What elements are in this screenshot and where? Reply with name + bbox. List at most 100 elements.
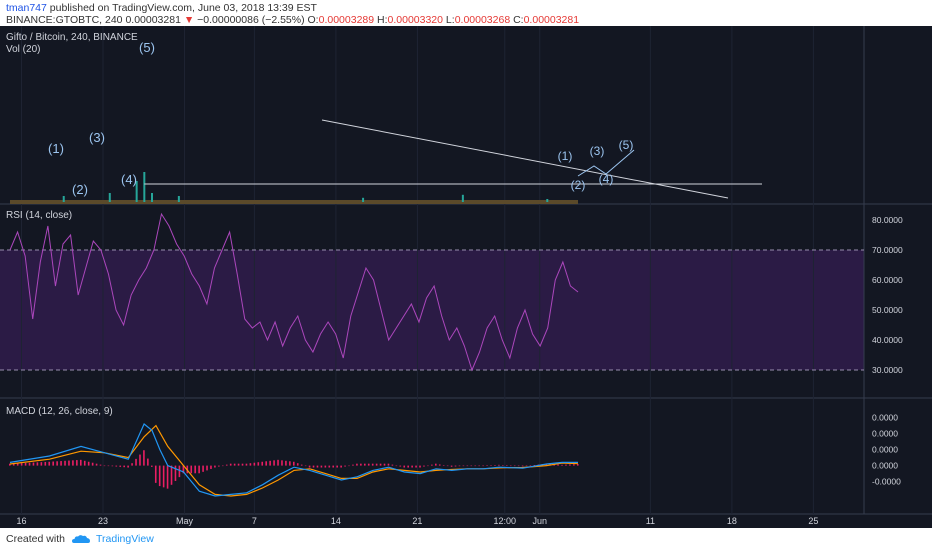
volume-bar	[362, 197, 365, 202]
macd-hist-bar	[210, 465, 212, 469]
volume-bar	[108, 193, 111, 202]
chart-canvas[interactable]: (1) (2) (3) (4) (5) (1) (2) (3) (4) (5) 16 23 May 7 1…	[0, 26, 932, 528]
wave-label-right: (4)	[599, 172, 614, 186]
macd-hist-bar	[190, 465, 193, 474]
wave-label-right: (1)	[558, 149, 573, 163]
grid	[0, 26, 932, 515]
macd-hist-bar	[529, 465, 532, 466]
macd-lines	[9, 423, 579, 497]
macd-hist-bar	[498, 464, 500, 466]
x-tick-label: 11	[646, 516, 655, 526]
macd-hist-bar	[44, 461, 47, 466]
macd-hist-bar	[474, 465, 477, 467]
volume-bar	[177, 196, 180, 202]
macd-hist-bar	[403, 465, 406, 468]
low-value: 0.00003268	[454, 14, 511, 26]
macd-hist-bar	[308, 465, 311, 468]
macd-hist-bar	[364, 463, 366, 466]
macd-hist-bar	[162, 465, 165, 488]
rsi-band-fill	[0, 250, 864, 370]
macd-hist-bar	[371, 463, 374, 466]
macd-hist-bar	[387, 463, 390, 466]
macd-hist-bar	[277, 459, 279, 466]
macd-hist-bar	[304, 465, 307, 467]
macd-hist-bar	[427, 465, 429, 467]
macd-hist-bar	[375, 463, 378, 466]
wave-label-left: (2)	[72, 182, 88, 197]
macd-hist-bar	[352, 464, 354, 466]
created-with-text: Created with	[6, 533, 65, 545]
symbol-label: BINANCE:GTOBTC, 240	[6, 14, 123, 26]
rsi-tick-label: 30.0000	[872, 365, 903, 375]
macd-hist-bar	[565, 464, 567, 466]
macd-hist-bar	[517, 465, 520, 467]
volume-bars	[10, 172, 578, 204]
macd-hist-bar	[557, 464, 559, 466]
macd-hist-bar	[442, 465, 445, 466]
high-value: 0.00003320	[387, 14, 443, 26]
macd-hist-bar	[285, 460, 287, 466]
macd-hist-bar	[139, 454, 141, 466]
macd-hist-bar	[206, 465, 208, 471]
macd-hist-bar	[506, 465, 508, 466]
macd-hist-bar	[470, 465, 473, 467]
change-arrow-icon: ▼	[183, 14, 195, 26]
macd-hist-bar	[32, 462, 35, 466]
macd-hist-bar	[91, 462, 94, 466]
macd-hist-bar	[68, 460, 70, 466]
macd-hist-bar	[72, 460, 74, 466]
macd-hist-bar	[127, 465, 129, 468]
macd-hist-bar	[135, 458, 137, 466]
macd-hist-bar	[446, 465, 449, 467]
macd-hist-bar	[312, 465, 315, 468]
high-label: H:	[377, 14, 388, 26]
macd-hist-bar	[415, 465, 417, 468]
trend-line	[321, 119, 729, 199]
macd-hist-bar	[202, 465, 204, 472]
macd-hist-bar	[12, 463, 15, 466]
tradingview-cloud-icon	[72, 535, 90, 543]
volume-bar	[546, 199, 549, 202]
macd-tick-label: 0.0000	[872, 429, 898, 439]
macd-hist-bar	[383, 463, 386, 466]
pane-labels: Gifto / Bitcoin, 240, BINANCE Vol (20) R…	[6, 32, 138, 417]
macd-hist-bar	[438, 464, 441, 466]
macd-hist-bar	[462, 465, 465, 467]
wave-labels: (1) (2) (3) (4) (5) (1) (2) (3) (4) (5)	[48, 40, 633, 197]
macd-hist-bar	[83, 460, 86, 466]
macd-hist-bar	[293, 461, 295, 466]
macd-tick-label: 0.0000	[872, 413, 898, 423]
trend-lines	[144, 119, 762, 199]
macd-hist-bar	[482, 465, 484, 467]
rsi-tick-label: 50.0000	[872, 305, 903, 315]
x-tick-label: May	[176, 516, 194, 526]
macd-hist-bar	[379, 463, 382, 466]
macd-hist-bar	[111, 465, 114, 467]
vol-label: Vol (20)	[6, 44, 40, 55]
macd-hist-bar	[454, 465, 457, 467]
macd-hist-bar	[222, 465, 224, 467]
macd-hist-bar	[95, 463, 98, 466]
x-tick-label: 23	[98, 516, 108, 526]
macd-hist-bar	[261, 461, 264, 466]
macd-hist-bar	[154, 465, 157, 483]
macd-hist-bar	[466, 465, 469, 467]
macd-hist-bar	[218, 465, 220, 467]
macd-hist-bar	[158, 465, 161, 487]
macd-hist-bar	[76, 460, 78, 466]
projection-path	[577, 149, 635, 177]
footer: Created with TradingView	[0, 528, 932, 550]
x-tick-label: 7	[252, 516, 257, 526]
wave-label-right: (5)	[619, 138, 634, 152]
macd-hist-bar	[9, 463, 11, 466]
symbol-info: BINANCE:GTOBTC, 240 0.00003281 ▼ −0.0000…	[6, 14, 579, 26]
macd-hist-bar	[52, 461, 54, 466]
author-link[interactable]: tman747	[6, 2, 47, 14]
macd-hist-bar	[107, 465, 110, 467]
volume-bar	[62, 196, 65, 202]
macd-hist-bar	[28, 462, 31, 466]
macd-hist-bar	[458, 465, 461, 467]
macd-hist-bar	[332, 465, 335, 468]
tradingview-brand[interactable]: TradingView	[96, 533, 154, 545]
macd-hist-bar	[281, 460, 283, 466]
